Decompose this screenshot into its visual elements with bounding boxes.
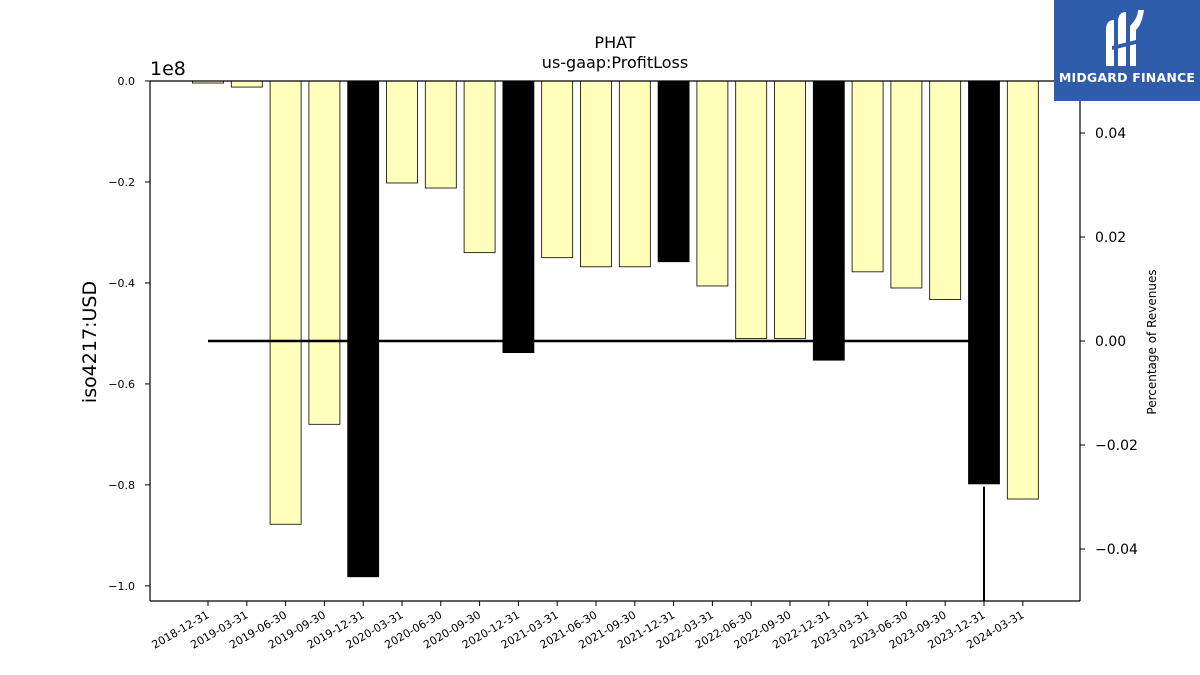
y-axis-label: iso4217:USD <box>79 281 101 403</box>
y-tick-label: −0.6 <box>108 378 135 391</box>
bar-2024-03-31 <box>1006 80 1039 500</box>
y2-tick-label: −0.04 <box>1095 542 1138 558</box>
y-tick-label: −1.0 <box>108 580 135 593</box>
brand-logo: MIDGARD FINANCE <box>1054 0 1200 101</box>
bars <box>192 80 1039 578</box>
bar-2019-09-30 <box>308 80 341 425</box>
bar-2023-03-31 <box>851 80 884 273</box>
bar-2022-12-31 <box>812 80 845 361</box>
bar-2020-09-30 <box>463 80 496 254</box>
bar-2021-09-30 <box>618 80 651 268</box>
brand-name: MIDGARD FINANCE <box>1058 70 1196 85</box>
midgard-logo-icon <box>1106 10 1144 66</box>
y2-axis-label: Percentage of Revenues <box>1145 269 1159 414</box>
y-tick-label: 0.0 <box>118 75 136 88</box>
bar-2021-12-31 <box>657 80 690 263</box>
chart-subtitle: us-gaap:ProfitLoss <box>542 53 688 72</box>
bar-2022-09-30 <box>774 80 806 339</box>
bar-2021-06-30 <box>580 80 612 268</box>
bar-2023-09-30 <box>929 80 962 301</box>
bar-2020-12-31 <box>502 80 535 354</box>
bar-2019-12-31 <box>347 80 380 578</box>
overlay <box>208 339 985 601</box>
bar-2019-03-31 <box>230 80 263 88</box>
bar-2023-06-30 <box>890 80 923 289</box>
chart-title: PHAT <box>594 33 635 52</box>
y2-tick-label: −0.02 <box>1095 438 1138 454</box>
bar-2019-06-30 <box>269 80 302 525</box>
bar-2021-03-31 <box>541 80 574 259</box>
y-tick-label: −0.4 <box>108 277 135 290</box>
bar-2020-06-30 <box>424 80 457 189</box>
offset-label: 1e8 <box>150 58 186 80</box>
y-tick-label: −0.8 <box>108 479 135 492</box>
y-tick-label: −0.2 <box>108 176 135 189</box>
bar-2020-03-31 <box>386 80 418 184</box>
bar-2023-12-31 <box>968 80 1000 485</box>
bar-2022-06-30 <box>735 80 768 339</box>
y2-tick-label: 0.02 <box>1095 230 1126 246</box>
y2-tick-label: 0.04 <box>1095 126 1126 142</box>
bar-2022-03-31 <box>696 80 729 287</box>
y2-tick-label: 0.00 <box>1095 334 1126 350</box>
